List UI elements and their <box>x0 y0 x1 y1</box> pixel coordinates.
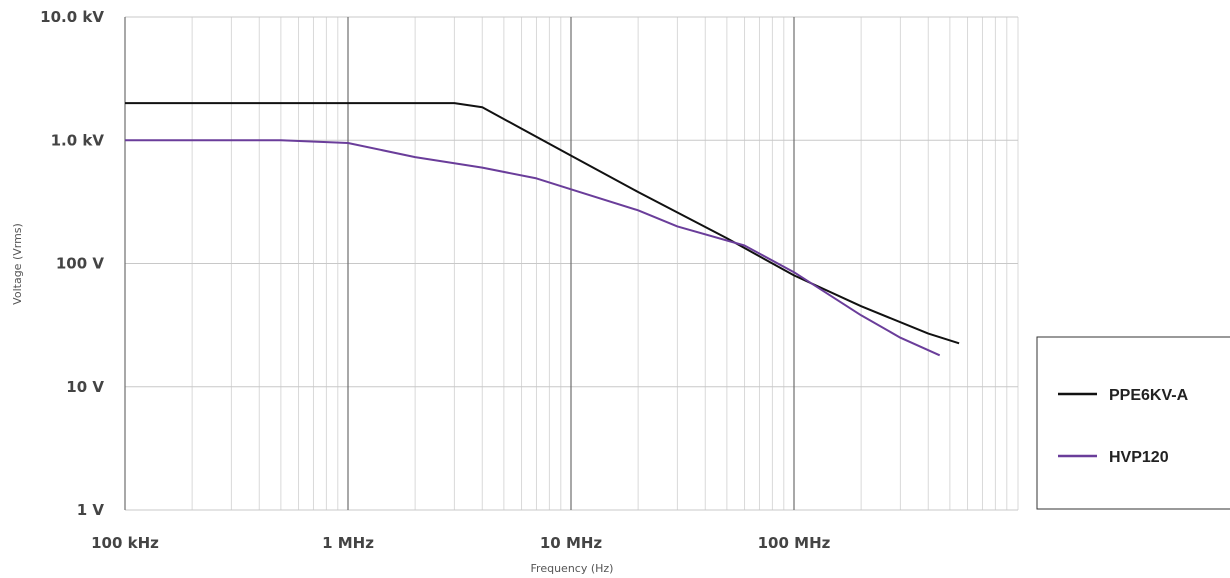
y-tick-label: 1 V <box>77 501 105 519</box>
legend-label-hvp120: HVP120 <box>1109 449 1169 466</box>
x-tick-label: 1 MHz <box>322 534 374 552</box>
series-line-hvp120 <box>125 139 941 357</box>
legend-label-ppe6kv-a: PPE6KV-A <box>1109 387 1189 404</box>
x-tick-label: 10 MHz <box>540 534 603 552</box>
y-tick-label: 1.0 kV <box>51 131 105 149</box>
legend-box <box>1036 336 1230 510</box>
series-lines <box>125 102 960 357</box>
major-gridlines <box>124 16 1018 511</box>
y-tick-label: 100 V <box>56 255 105 273</box>
series-line-ppe6kv-a <box>125 102 960 345</box>
legend: PPE6KV-A HVP120 <box>1036 336 1230 510</box>
y-tick-label: 10.0 kV <box>40 8 104 26</box>
x-tick-label: 100 MHz <box>758 534 831 552</box>
x-axis-title: Frequency (Hz) <box>531 562 614 575</box>
y-tick-label: 10 V <box>66 378 104 396</box>
x-tick-label: 100 kHz <box>91 534 159 552</box>
tick-labels: 100 kHz 1 MHz 10 MHz 100 MHz 1 V 10 V 100 V 1.0… <box>40 8 830 552</box>
y-axis-title: Voltage (Vrms) <box>11 223 24 305</box>
